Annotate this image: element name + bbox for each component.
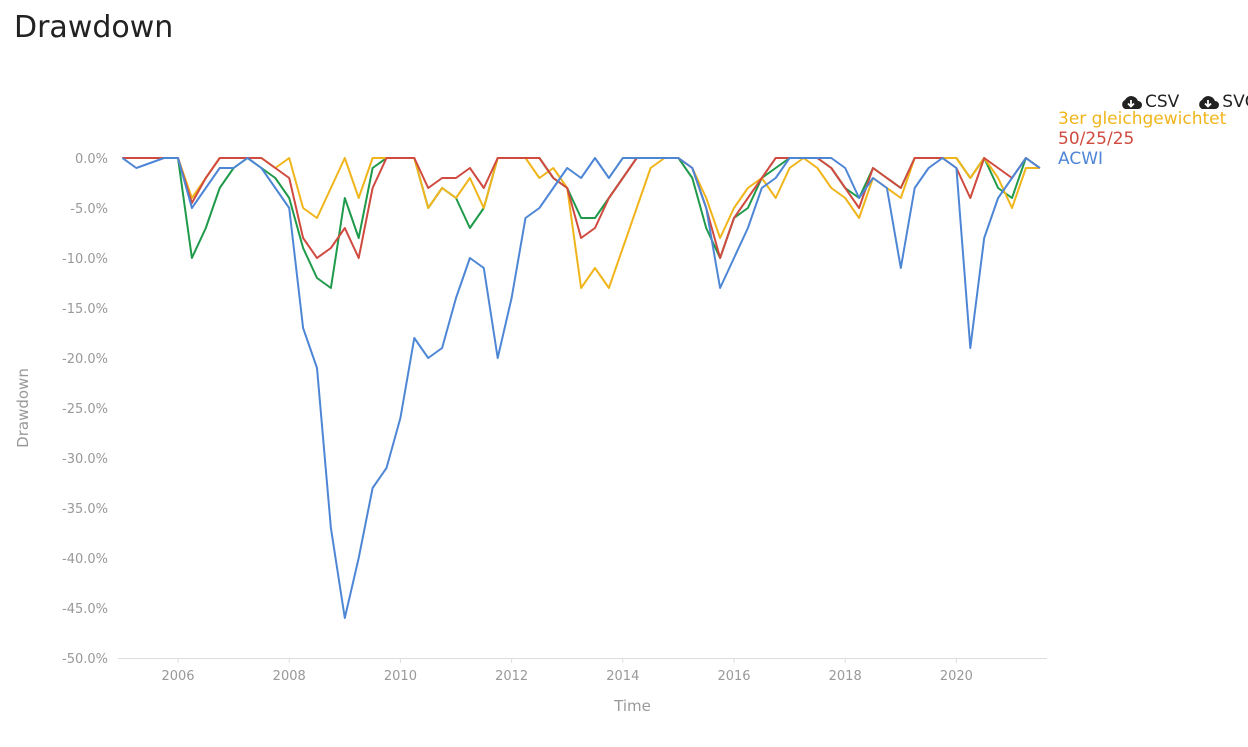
x-tick-label: 2006 <box>161 669 194 684</box>
x-tick-label: 2020 <box>940 669 973 684</box>
x-tick-label: 2018 <box>829 669 862 684</box>
y-axis-label: Drawdown <box>14 368 32 448</box>
y-tick-label: -10.0% <box>62 252 108 267</box>
y-tick-label: -15.0% <box>62 302 108 317</box>
y-tick-label: -25.0% <box>62 402 108 417</box>
legend-label: 50/25/25 <box>1058 129 1134 149</box>
y-tick-label: 0.0% <box>75 152 108 167</box>
series-line <box>121 157 1041 619</box>
x-tick-label: 2010 <box>384 669 417 684</box>
cloud-icon <box>1122 96 1142 109</box>
x-tick-label: 2008 <box>273 669 306 684</box>
y-tick-label: -40.0% <box>62 552 108 567</box>
y-tick-label: -45.0% <box>62 602 108 617</box>
cloud-icon <box>1199 96 1220 109</box>
y-tick-label: -35.0% <box>62 502 108 517</box>
y-tick-label: -20.0% <box>62 352 108 367</box>
x-axis-label: Time <box>613 697 651 715</box>
x-tick-label: 2016 <box>717 669 750 684</box>
legend-label: ACWI <box>1058 149 1103 169</box>
download-button[interactable]: SVG <box>1197 92 1248 112</box>
y-tick-label: -30.0% <box>62 452 108 467</box>
button-label: CSV <box>1145 92 1180 112</box>
x-tick-label: 2014 <box>606 669 639 684</box>
page-title: Drawdown <box>14 10 174 45</box>
legend-label: 3er gleichgewichtet <box>1058 109 1227 129</box>
series-line <box>122 157 1041 259</box>
x-tick-label: 2012 <box>495 669 528 684</box>
y-tick-label: -5.0% <box>70 202 108 217</box>
y-tick-label: -50.0% <box>62 652 108 667</box>
download-button[interactable]: CSV <box>1120 92 1179 112</box>
toolbar: CSV SVG <box>1120 92 1248 115</box>
button-label: SVG <box>1222 92 1248 112</box>
